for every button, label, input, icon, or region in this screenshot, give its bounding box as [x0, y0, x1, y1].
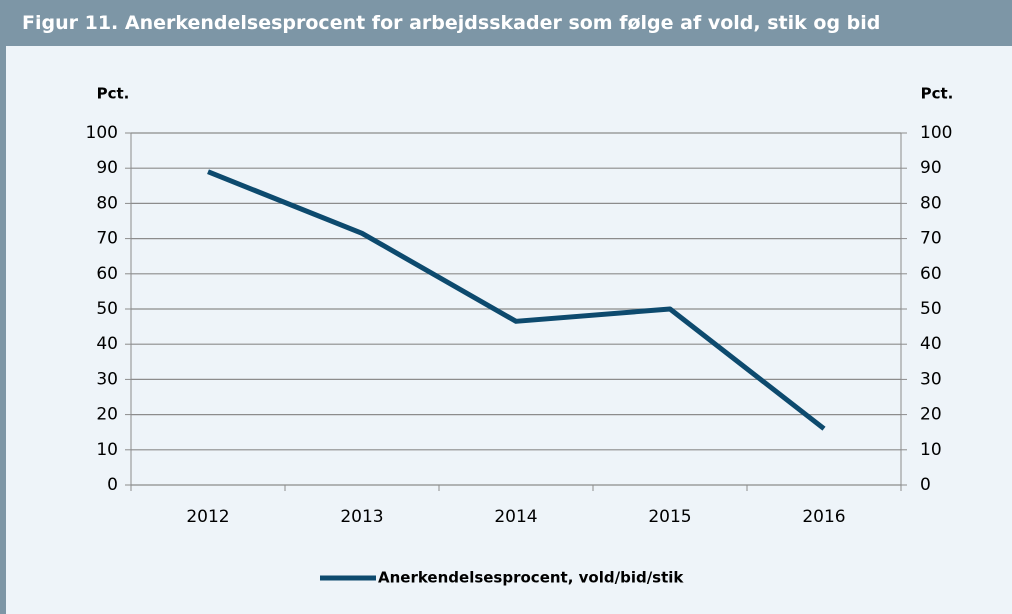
- y-tick-label: 50: [96, 299, 118, 319]
- y2-tick-label: 70: [920, 229, 942, 249]
- y-tick-label: 20: [96, 405, 118, 425]
- x-tick-label: 2013: [340, 507, 383, 527]
- y2-tick-label: 40: [920, 334, 942, 354]
- y-tick-label: 60: [96, 264, 118, 284]
- y-tick-label: 70: [96, 229, 118, 249]
- y2-tick-label: 0: [920, 475, 931, 495]
- y-axis-label: Pct.: [97, 85, 130, 103]
- y2-tick-label: 30: [920, 369, 942, 389]
- side-bar: [0, 46, 6, 614]
- x-tick-label: 2015: [648, 507, 691, 527]
- y2-tick-label: 10: [920, 440, 942, 460]
- line: [207, 169, 826, 431]
- y2-axis-label: Pct.: [921, 85, 954, 103]
- x-tick-label: 2016: [802, 507, 845, 527]
- y-tick-label: 10: [96, 440, 118, 460]
- y-tick-label: 90: [96, 158, 118, 178]
- chart-title: Figur 11. Anerkendelsesprocent for arbej…: [0, 0, 1012, 46]
- y2-tick-label: 60: [920, 264, 942, 284]
- x-tick-label: 2012: [186, 507, 229, 527]
- y2-tick-label: 90: [920, 158, 942, 178]
- y2-tick-label: 50: [920, 299, 942, 319]
- y-tick-label: 40: [96, 334, 118, 354]
- y-tick-label: 100: [86, 123, 118, 143]
- y2-tick-label: 80: [920, 193, 942, 213]
- y-tick-label: 30: [96, 369, 118, 389]
- y2-tick-label: 100: [920, 123, 952, 143]
- y-tick-label: 80: [96, 193, 118, 213]
- y-tick-label: 0: [107, 475, 118, 495]
- x-tick-label: 2014: [494, 507, 537, 527]
- y2-tick-label: 20: [920, 405, 942, 425]
- legend-label: Anerkendelsesprocent, vold/bid/stik: [378, 569, 684, 587]
